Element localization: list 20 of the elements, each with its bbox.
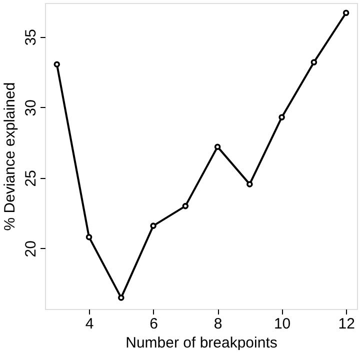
x-tick-label: 8 [214, 316, 222, 332]
y-axis-title: % Deviance explained [2, 82, 18, 231]
x-tick-label: 12 [338, 316, 355, 332]
y-tick-label: 25 [22, 170, 40, 187]
y-tick-label: 35 [22, 29, 40, 46]
point [342, 10, 350, 16]
point [182, 202, 189, 210]
point [118, 294, 124, 301]
x-tick-label: 6 [150, 316, 158, 332]
y-tick-label: 30 [22, 100, 40, 116]
y-tick-label: 20 [22, 240, 40, 258]
point [150, 222, 156, 229]
point [214, 144, 221, 150]
x-tick-label: 4 [85, 316, 94, 332]
point [310, 59, 318, 66]
point [246, 181, 253, 188]
point [86, 234, 92, 240]
x-tick-label: 10 [274, 316, 291, 332]
point [54, 61, 60, 68]
point [278, 114, 285, 120]
